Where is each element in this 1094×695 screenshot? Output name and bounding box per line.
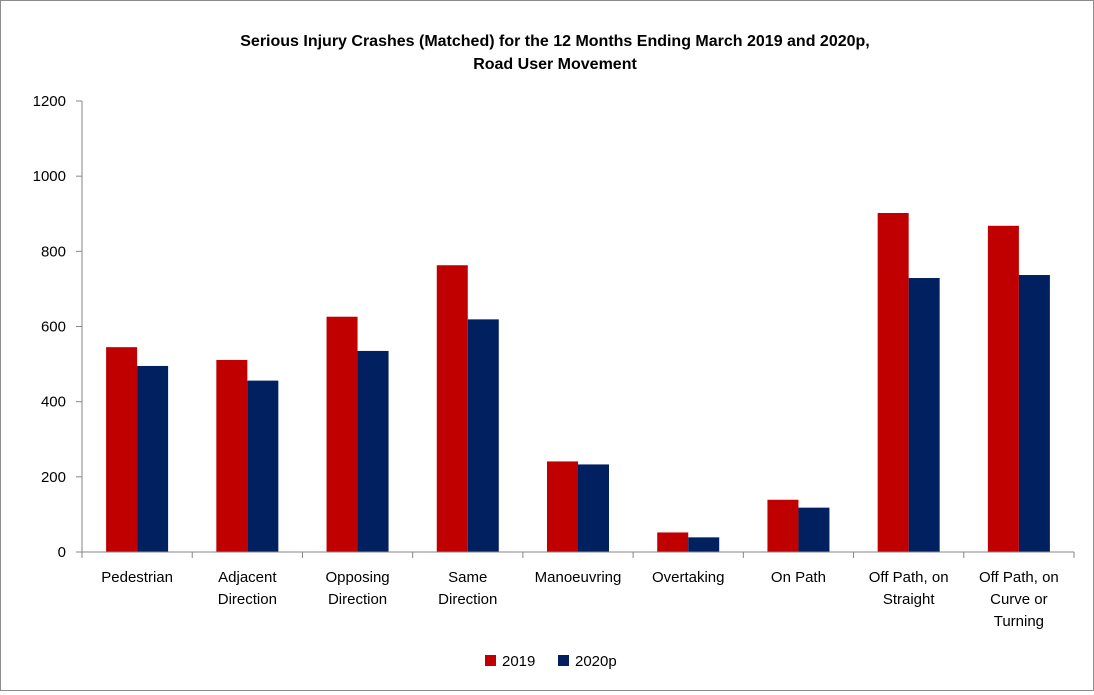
- x-tick-label: Opposing Direction: [325, 569, 389, 608]
- legend: 2019 2020p: [485, 653, 617, 670]
- x-tick-label: On Path: [771, 569, 826, 586]
- bar-2019-3: [436, 265, 468, 552]
- x-tick-label: Pedestrian: [101, 569, 173, 586]
- chart-title: Serious Injury Crashes (Matched) for the…: [240, 33, 869, 50]
- bar-2020p-5: [688, 537, 720, 552]
- x-tick-label: Off Path, on Straight: [869, 569, 949, 608]
- x-tick-label: Same Direction: [438, 569, 497, 608]
- bar-2019-0: [106, 347, 138, 552]
- bar-2019-8: [987, 225, 1019, 552]
- bar-2019-6: [767, 499, 799, 552]
- bar-2020p-2: [357, 350, 389, 552]
- y-tick-label: 1000: [33, 168, 66, 185]
- bar-2019-2: [326, 316, 358, 552]
- legend-label-2020p: 2020p: [575, 653, 617, 670]
- x-tick-label: Overtaking: [652, 569, 725, 586]
- x-tick-label: Manoeuvring: [535, 569, 622, 586]
- legend-swatch-2019: [485, 655, 496, 666]
- x-tick-label: Adjacent Direction: [218, 569, 278, 608]
- bar-2020p-1: [247, 380, 279, 552]
- y-tick-label: 200: [41, 469, 66, 486]
- bar-2019-5: [657, 532, 689, 552]
- bar-2020p-3: [467, 319, 499, 552]
- bar-2020p-4: [578, 464, 609, 552]
- y-tick-label: 0: [58, 544, 66, 561]
- bar-2020p-8: [1018, 275, 1050, 552]
- y-tick-label: 400: [41, 394, 66, 411]
- legend-swatch-2020p: [558, 655, 569, 666]
- bar-2019-7: [877, 212, 909, 552]
- bar-2019-4: [547, 461, 578, 552]
- chart-subtitle: Road User Movement: [473, 56, 637, 73]
- y-tick-label: 800: [41, 243, 66, 260]
- y-tick-label: 600: [41, 319, 66, 336]
- bar-2019-1: [216, 359, 248, 552]
- x-tick-label: Off Path, on Curve or Turning: [979, 569, 1059, 630]
- bar-2020p-6: [798, 507, 830, 552]
- axes-group: 0 200 400 600 800 1000 1200 Pedestrian Adjacent D…: [33, 93, 1075, 630]
- y-tick-label: 1200: [33, 93, 66, 110]
- legend-label-2019: 2019: [502, 653, 535, 670]
- bars-group: [106, 212, 1050, 552]
- bar-2020p-7: [908, 278, 940, 552]
- bar-2020p-0: [137, 365, 169, 552]
